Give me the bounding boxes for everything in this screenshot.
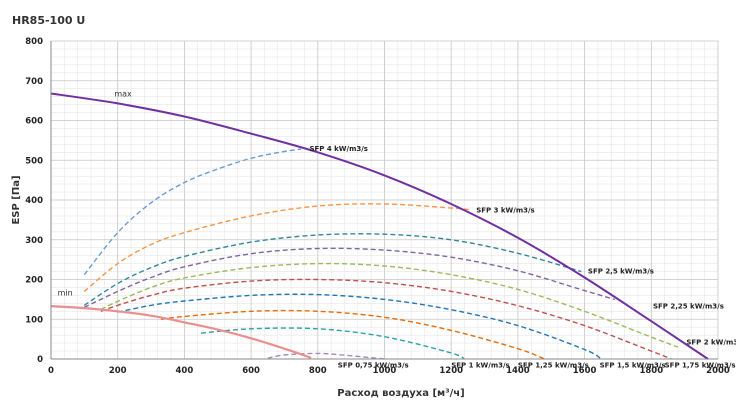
series-line-8 [201, 327, 465, 360]
series-line-2 [83, 233, 582, 306]
sfp-annotation-5: SFP 0,75 kW/m3/s [338, 361, 409, 369]
y-tick-label: 300 [25, 236, 43, 246]
series-line-5 [100, 278, 672, 360]
y-tick-label: 400 [25, 196, 43, 206]
chart-annotations: max min SFP 4 kW/m3/s SFP 3 kW/m3/s SFP 2,5 … [58, 90, 736, 370]
x-tick-label: 1600 [573, 366, 597, 376]
sfp-annotation-8: SFP 1,5 kW/m3/s [600, 361, 666, 369]
sfp-annotation-1: SFP 3 kW/m3/s [476, 206, 535, 214]
x-axis-label: Расход воздуха [м³/ч] [337, 388, 464, 399]
series-line-1 [83, 203, 472, 292]
min-curve-label: min [58, 288, 73, 297]
sfp-annotation-6: SFP 1 kW/m3/s [451, 361, 510, 369]
series-line-9 [267, 352, 385, 360]
y-tick-label: 0 [37, 355, 43, 365]
x-tick-label: 1200 [439, 366, 463, 376]
sfp-annotation-7: SFP 1,25 kW/m3/s [518, 361, 589, 369]
x-tick-label: 600 [242, 366, 260, 376]
x-tick-label: 800 [309, 366, 327, 376]
sfp-annotation-9: SFP 1,75 kW/m3/s [665, 361, 736, 369]
sfp-annotation-2: SFP 2,5 kW/m3/s [588, 267, 654, 275]
sfp-annotation-0: SFP 4 kW/m3/s [309, 145, 368, 153]
chart-grid [50, 40, 719, 360]
series-line-3 [84, 247, 615, 308]
x-tick-label: 400 [176, 366, 194, 376]
series-line-6 [117, 293, 602, 360]
min-curve [50, 305, 312, 359]
x-tick-label: 1000 [373, 366, 397, 376]
sfp-annotation-3: SFP 2,25 kW/m3/s [653, 303, 724, 311]
max-curve [50, 92, 709, 360]
y-axis-label: ESP [Па] [11, 175, 22, 224]
x-tick-label: 0 [48, 366, 54, 376]
x-tick-label: 1800 [639, 366, 663, 376]
x-tick-label: 1400 [506, 366, 530, 376]
series-line-4 [100, 262, 679, 348]
y-tick-label: 700 [25, 77, 43, 87]
chart-curves [50, 92, 709, 360]
y-tick-label: 600 [25, 117, 43, 127]
x-tick-label: 200 [109, 366, 127, 376]
series-line-0 [83, 148, 302, 276]
chart-axes: 0 200 400 600 800 1000 1200 1400 1600 1800 2000 0 10… [25, 37, 730, 376]
series-line-7 [161, 309, 545, 360]
y-tick-label: 500 [25, 156, 43, 166]
y-tick-label: 800 [25, 37, 43, 47]
max-curve-label: max [114, 90, 132, 99]
sfp-annotation-4: SFP 2 kW/m3/ [686, 338, 736, 346]
chart-title: HR85-100 U [12, 14, 85, 27]
y-tick-label: 100 [25, 315, 43, 325]
y-tick-label: 200 [25, 276, 43, 286]
x-tick-label: 2000 [706, 366, 730, 376]
